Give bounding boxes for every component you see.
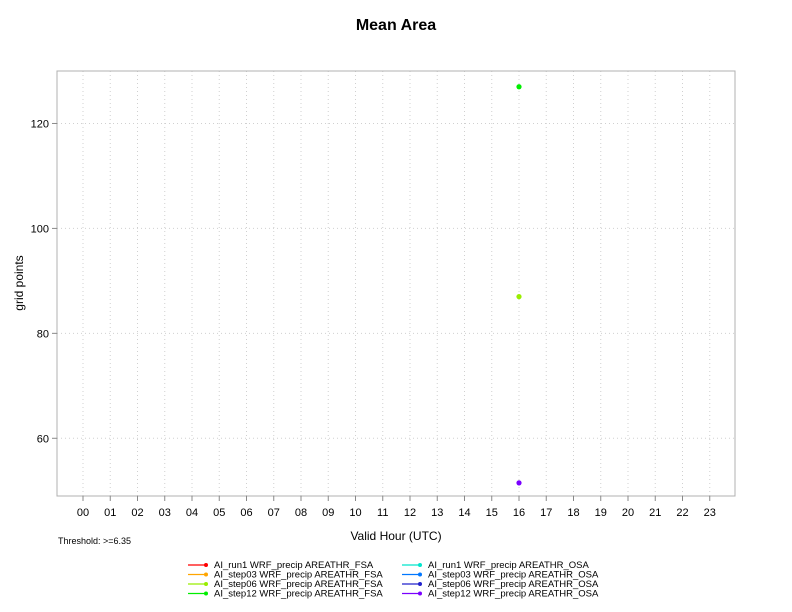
x-axis-label: Valid Hour (UTC)	[350, 529, 441, 543]
threshold-note: Threshold: >=6.35	[58, 536, 131, 546]
legend-marker	[418, 572, 422, 577]
y-tick-label: 120	[31, 118, 49, 130]
x-tick-label: 01	[104, 507, 116, 519]
legend-marker	[204, 572, 208, 577]
y-tick-label: 100	[31, 223, 49, 235]
grid	[57, 71, 735, 496]
x-tick-label: 13	[431, 507, 443, 519]
legend-entry: AI_step12 WRF_precip AREATHR_OSA	[428, 589, 599, 600]
legend-entry: AI_run1 WRF_precip AREATHR_FSA	[214, 560, 374, 571]
x-tick-label: 19	[595, 507, 607, 519]
data-point	[516, 480, 522, 486]
x-tick-label: 12	[404, 507, 416, 519]
x-tick-label: 00	[77, 507, 89, 519]
legend-entry: AI_step03 WRF_precip AREATHR_OSA	[428, 570, 599, 581]
x-tick-label: 02	[131, 507, 143, 519]
legend-marker	[418, 591, 422, 596]
x-tick-label: 18	[567, 507, 579, 519]
y-axis-label: grid points	[12, 255, 26, 310]
x-tick-label: 20	[622, 507, 634, 519]
x-tick-label: 04	[186, 507, 198, 519]
legend-entry: AI_step03 WRF_precip AREATHR_FSA	[214, 570, 383, 581]
chart-title: Mean Area	[356, 17, 436, 34]
data-point	[516, 84, 522, 90]
y-tick-label: 80	[37, 328, 49, 340]
x-tick-label: 15	[486, 507, 498, 519]
data-point	[516, 294, 522, 300]
x-tick-label: 11	[377, 507, 388, 519]
legend-entry: AI_run1 WRF_precip AREATHR_OSA	[428, 560, 590, 571]
x-tick-label: 10	[349, 507, 361, 519]
x-tick-label: 03	[159, 507, 171, 519]
x-tick-label: 23	[704, 507, 716, 519]
x-tick-label: 07	[268, 507, 280, 519]
y-tick-label: 60	[37, 433, 49, 445]
legend-marker	[204, 591, 208, 596]
legend-entry: AI_step12 WRF_precip AREATHR_FSA	[214, 589, 383, 600]
y-axis: 60 80 100 120	[31, 118, 57, 445]
x-tick-label: 22	[676, 507, 688, 519]
x-axis: 00 01 02 03 04 05 06 07 08 09 10 11 12 13 14 15 16 17 18 19…	[77, 496, 716, 519]
plot-area	[56, 70, 736, 497]
x-tick-label: 16	[513, 507, 525, 519]
x-tick-label: 05	[213, 507, 225, 519]
legend-marker	[204, 563, 208, 567]
x-tick-label: 08	[295, 507, 307, 519]
x-tick-label: 21	[649, 507, 661, 519]
legend-marker	[418, 563, 422, 567]
x-tick-label: 14	[458, 507, 470, 519]
legend-entry: AI_step06 WRF_precip AREATHR_FSA	[214, 579, 383, 590]
x-tick-label: 06	[240, 507, 252, 519]
x-tick-label: 09	[322, 507, 334, 519]
data-points	[516, 84, 522, 486]
legend-entry: AI_step06 WRF_precip AREATHR_OSA	[428, 579, 599, 590]
legend-marker	[204, 582, 208, 586]
legend: AI_run1 WRF_precip AREATHR_FSAAI_step03 …	[188, 560, 599, 600]
x-tick-label: 17	[540, 507, 552, 519]
legend-marker	[418, 582, 422, 586]
